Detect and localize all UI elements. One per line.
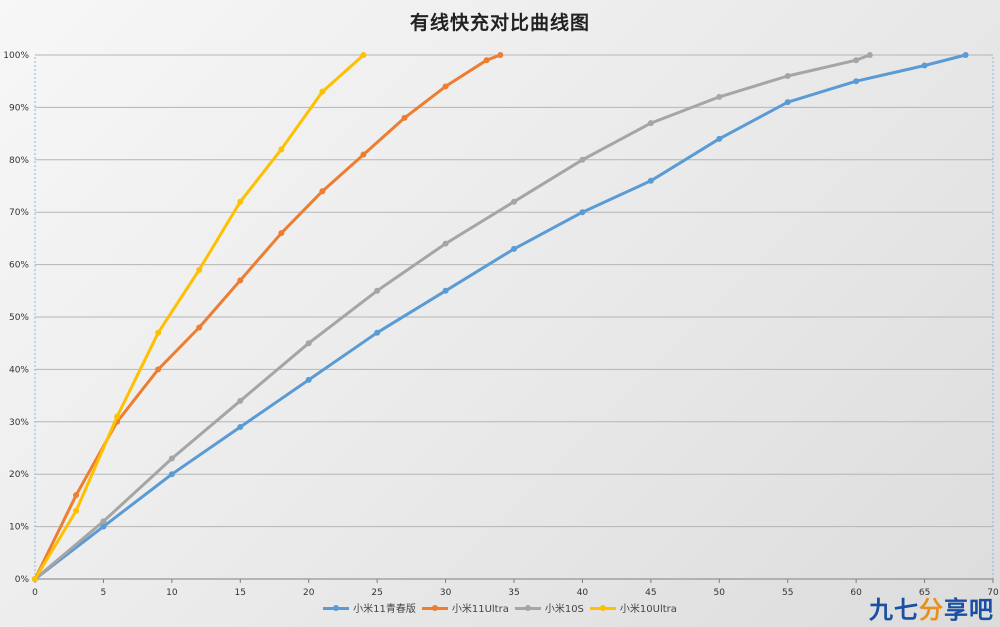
- series-point-1: [921, 62, 928, 69]
- series-point-2: [442, 83, 449, 90]
- series-point-1: [237, 424, 244, 431]
- y-tick-label: 10%: [9, 523, 29, 533]
- series-point-1: [442, 287, 449, 294]
- series-point-2: [278, 230, 285, 237]
- series-point-1: [100, 523, 107, 530]
- series-point-4: [278, 146, 285, 153]
- watermark-logo: 九七分享吧: [869, 596, 994, 624]
- legend-label: 小米11Ultra: [451, 604, 509, 615]
- series-point-4: [155, 329, 162, 336]
- legend-item-1: 小米11青春版: [323, 600, 416, 615]
- x-tick-label: 60: [850, 588, 862, 598]
- series-point-3: [853, 57, 860, 64]
- series-point-1: [853, 78, 860, 85]
- x-tick-label: 55: [782, 588, 793, 598]
- y-tick-label: 40%: [9, 365, 29, 375]
- series-point-2: [360, 151, 367, 158]
- series-point-3: [784, 72, 791, 79]
- y-tick-label: 50%: [9, 313, 29, 323]
- series-line-3: [33, 53, 872, 581]
- x-tick-label: 15: [235, 588, 246, 598]
- series-point-4: [114, 413, 121, 420]
- series-point-3: [866, 52, 873, 58]
- x-tick-label: 65: [919, 588, 930, 598]
- series-point-1: [511, 245, 517, 252]
- series-point-1: [647, 177, 654, 184]
- x-tick-label: 10: [166, 588, 178, 598]
- x-tick-label: 20: [303, 588, 315, 598]
- x-tick-label: 50: [714, 588, 726, 598]
- legend-item-2: 小米11Ultra: [421, 600, 509, 615]
- legend-item-4: 小米10Ultra: [589, 600, 677, 615]
- series-point-4: [32, 576, 38, 582]
- series-point-2: [497, 52, 504, 58]
- series-point-2: [196, 324, 203, 331]
- series-point-1: [168, 471, 175, 478]
- legend-swatch: [323, 603, 350, 613]
- series-point-1: [374, 329, 381, 336]
- series-point-4: [196, 266, 203, 273]
- series-point-1: [784, 99, 791, 106]
- x-tick-label: 5: [101, 588, 107, 598]
- series-point-4: [237, 198, 244, 205]
- legend-label: 小米11青春版: [353, 604, 416, 615]
- series-point-3: [716, 93, 723, 100]
- series-point-4: [73, 507, 80, 514]
- series-point-2: [155, 366, 162, 373]
- x-tick-label: 30: [440, 588, 452, 598]
- legend-swatch: [514, 603, 541, 613]
- series-point-2: [319, 188, 326, 195]
- legend-label: 小米10Ultra: [619, 604, 677, 615]
- legend-swatch: [421, 603, 448, 613]
- y-tick-label: 20%: [9, 470, 29, 480]
- series-point-1: [716, 135, 723, 142]
- legend-item-3: 小米10S: [514, 600, 584, 615]
- series-point-1: [962, 52, 969, 58]
- series-point-2: [73, 492, 80, 499]
- series-point-4: [319, 88, 326, 95]
- series-point-3: [305, 340, 312, 347]
- series-point-3: [168, 455, 175, 462]
- legend-label: 小米10S: [544, 604, 584, 615]
- y-tick-label: 70%: [9, 208, 29, 218]
- x-tick-label: 45: [645, 588, 656, 598]
- series-point-2: [237, 277, 244, 284]
- x-tick-label: 70: [987, 588, 999, 598]
- x-tick-label: 25: [371, 588, 382, 598]
- series-point-3: [511, 198, 517, 205]
- y-tick-label: 90%: [9, 103, 29, 113]
- series-point-4: [360, 52, 367, 58]
- y-tick-label: 60%: [9, 261, 29, 271]
- series-point-3: [442, 240, 449, 247]
- legend: 小米11青春版 小米11Ultra 小米10S 小米10Ultra: [0, 600, 1000, 615]
- series-point-3: [374, 287, 381, 294]
- x-tick-label: 40: [577, 588, 589, 598]
- series-point-3: [237, 397, 244, 404]
- x-tick-label: 0: [32, 588, 38, 598]
- legend-swatch: [589, 603, 616, 613]
- series-point-1: [305, 376, 312, 383]
- y-tick-label: 100%: [3, 51, 29, 61]
- series-point-3: [647, 120, 654, 127]
- series-point-3: [100, 518, 107, 525]
- y-tick-label: 80%: [9, 156, 29, 166]
- series-point-1: [579, 209, 586, 216]
- y-tick-label: 0%: [15, 575, 30, 585]
- series-point-3: [579, 156, 586, 163]
- y-tick-label: 30%: [9, 418, 29, 428]
- x-tick-label: 35: [508, 588, 519, 598]
- chart-title: 有线快充对比曲线图: [409, 12, 590, 34]
- series-point-2: [401, 114, 408, 121]
- series-point-2: [483, 57, 490, 64]
